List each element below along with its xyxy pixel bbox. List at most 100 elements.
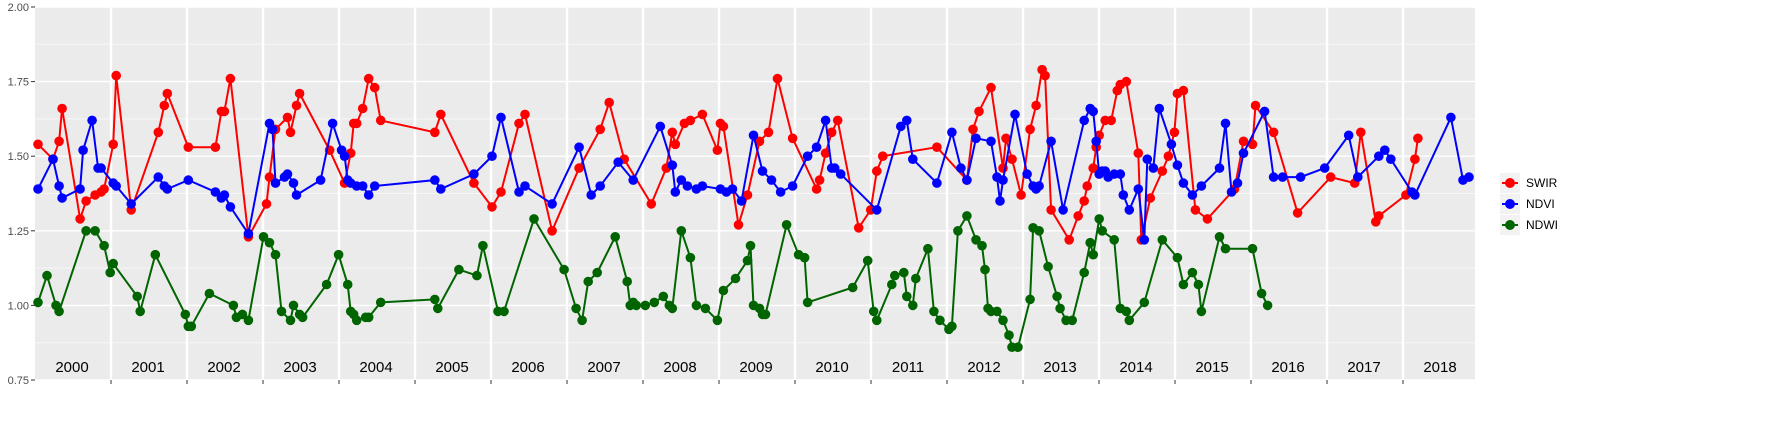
data-point	[162, 184, 173, 194]
data-point	[276, 306, 287, 317]
data-point	[763, 127, 774, 138]
data-point	[631, 300, 642, 311]
data-point	[219, 106, 230, 117]
data-point	[282, 169, 293, 179]
data-point	[742, 255, 753, 266]
data-point	[829, 163, 840, 173]
data-point	[1034, 181, 1044, 191]
data-point	[487, 202, 497, 212]
data-point	[676, 175, 687, 185]
data-point	[814, 175, 825, 185]
data-point	[54, 136, 64, 147]
data-point	[469, 169, 479, 179]
data-point	[697, 181, 708, 191]
data-point	[962, 211, 972, 221]
year-label: 2006	[511, 359, 544, 376]
data-point	[1268, 172, 1279, 182]
data-point	[339, 151, 350, 161]
data-point	[1178, 85, 1189, 96]
data-point	[1386, 154, 1396, 164]
data-point	[1157, 166, 1168, 176]
data-point	[294, 88, 305, 99]
year-label: 2013	[1043, 359, 1076, 376]
data-point	[1073, 211, 1083, 221]
data-point	[787, 133, 798, 144]
data-point	[670, 187, 681, 197]
data-point	[1238, 148, 1249, 158]
data-point	[676, 226, 687, 236]
data-point	[658, 291, 669, 302]
data-point	[57, 193, 67, 203]
data-point	[1022, 169, 1032, 179]
data-point	[1031, 100, 1041, 111]
data-point	[730, 273, 741, 284]
data-point	[878, 151, 888, 161]
data-point	[992, 306, 1002, 317]
data-point	[935, 315, 945, 326]
y-tick-label: 1.25	[8, 226, 29, 238]
data-point	[1124, 205, 1135, 215]
data-point	[469, 178, 479, 188]
data-point	[610, 232, 620, 242]
data-point	[1187, 190, 1198, 200]
data-point	[1007, 154, 1017, 164]
y-tick-label: 1.75	[8, 77, 29, 89]
data-point	[1374, 211, 1384, 221]
data-point	[1220, 118, 1231, 129]
data-point	[1262, 300, 1273, 311]
data-point	[1079, 115, 1089, 126]
data-point	[995, 196, 1005, 206]
data-point	[33, 297, 43, 308]
data-point	[363, 190, 374, 200]
data-point	[243, 229, 254, 239]
data-point	[1353, 172, 1363, 182]
data-point	[1082, 181, 1092, 191]
data-point	[1214, 232, 1225, 242]
data-point	[802, 297, 813, 308]
data-point	[1121, 306, 1132, 317]
data-point	[1178, 279, 1189, 290]
data-point	[369, 181, 380, 191]
data-point	[1163, 151, 1174, 161]
data-point	[1118, 190, 1129, 200]
data-point	[210, 187, 221, 197]
data-point	[1004, 330, 1014, 341]
data-point	[228, 300, 239, 311]
year-label: 2007	[587, 359, 620, 376]
data-point	[1380, 145, 1390, 155]
data-point	[700, 303, 711, 314]
data-point	[1124, 315, 1135, 326]
data-point	[947, 127, 957, 138]
data-point	[718, 121, 729, 132]
year-label: 2003	[283, 359, 316, 376]
data-point	[902, 115, 912, 126]
data-point	[478, 240, 488, 251]
data-point	[487, 151, 497, 161]
data-point	[357, 103, 368, 114]
data-point	[1238, 136, 1249, 147]
data-point	[132, 291, 142, 302]
data-point	[204, 288, 215, 299]
year-label: 2002	[207, 359, 240, 376]
data-point	[282, 112, 293, 123]
data-point	[655, 121, 666, 132]
data-point	[826, 127, 837, 138]
data-point	[932, 142, 942, 152]
data-point	[1046, 205, 1056, 215]
data-point	[1410, 154, 1420, 164]
data-point	[1259, 106, 1270, 117]
data-point	[267, 124, 278, 135]
data-point	[766, 175, 777, 185]
data-point	[159, 100, 170, 111]
data-point	[33, 184, 43, 194]
year-label: 2001	[131, 359, 164, 376]
data-point	[646, 199, 657, 209]
data-point	[1115, 169, 1126, 179]
year-label: 2000	[55, 359, 88, 376]
data-point	[351, 315, 362, 326]
legend: SWIR NDVI NDWI	[1500, 173, 1558, 235]
data-point	[96, 163, 106, 173]
data-point	[186, 321, 197, 332]
data-point	[520, 181, 530, 191]
data-point	[847, 282, 858, 293]
